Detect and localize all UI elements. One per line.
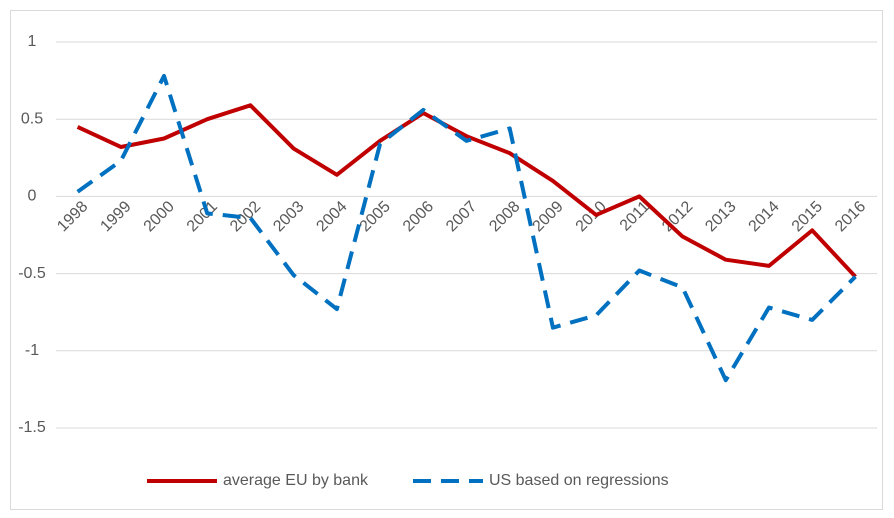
legend-label: average EU by bank [223,472,369,489]
legend-label: US based on regressions [489,472,669,489]
y-tick-label: -1.5 [18,419,46,436]
y-tick-label: -0.5 [18,265,46,282]
y-tick-label: 1 [28,33,37,50]
series-line [76,103,857,279]
y-tick-label: -1 [25,342,39,359]
y-tick-label: 0.5 [21,110,43,127]
chart-border [10,10,883,510]
y-tick-label: 0 [28,188,37,205]
series-line [76,73,857,383]
